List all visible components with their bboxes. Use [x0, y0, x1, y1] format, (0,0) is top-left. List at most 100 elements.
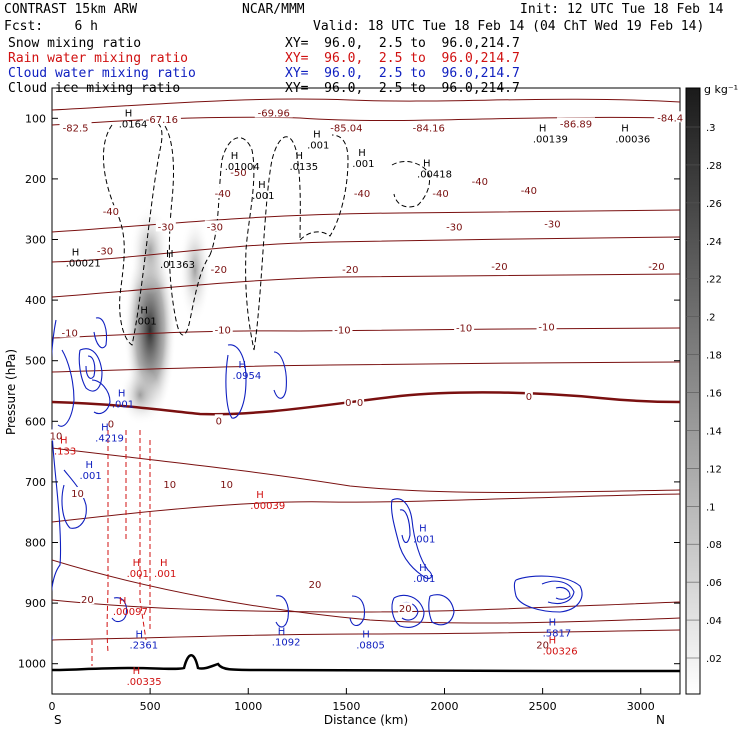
- isotherm-line: [52, 559, 680, 624]
- isotherm-label: -10: [215, 325, 231, 336]
- field-label-snow: Snow mixing ratio: [8, 36, 142, 51]
- isotherm-label-bg: [155, 220, 176, 232]
- max-value-label: .00036: [615, 135, 650, 146]
- max-marker-h: H: [258, 180, 266, 191]
- cloud-water-contour: [91, 379, 111, 415]
- max-marker-h: H: [313, 130, 321, 141]
- x-tick-label: 1500: [332, 700, 360, 713]
- isotherm-label: -40: [432, 189, 448, 200]
- colorbar-tick-label: .18: [706, 351, 722, 362]
- y-tick-label: 600: [25, 415, 46, 428]
- isotherm-label-bg: [518, 184, 539, 196]
- isotherm-label: 10: [50, 431, 63, 442]
- isotherm-label-bg: [100, 205, 121, 217]
- rain-water-contour: [106, 430, 109, 653]
- colorbar-tick-label: .06: [706, 578, 722, 589]
- isotherm-label-bg: [344, 396, 353, 408]
- colorbar-unit: g kg⁻¹: [704, 83, 738, 96]
- field-xy-rain: XY= 96.0, 2.5 to 96.0,214.7: [285, 51, 520, 66]
- isotherm-label: -82.5: [63, 124, 89, 135]
- max-marker-h: H: [419, 523, 427, 534]
- isotherm-line: [52, 236, 680, 263]
- x-axis-right-end: N: [656, 713, 665, 727]
- isotherm-label: -30: [544, 219, 560, 230]
- isotherm-label-bg: [542, 217, 563, 229]
- max-value-label: .001: [352, 159, 374, 170]
- isotherm-label: -10: [456, 324, 472, 335]
- colorbar-tick-label: .3: [706, 123, 716, 134]
- isotherm-label: -20: [211, 265, 227, 276]
- max-value-label: .0164: [119, 119, 148, 130]
- y-tick-label: 700: [25, 476, 46, 489]
- cloud-ice-contour: [253, 136, 301, 351]
- isotherm-label: 0: [345, 398, 351, 409]
- isotherm-label-bg: [212, 323, 233, 335]
- y-tick-label: 1000: [18, 658, 46, 671]
- cloud-water-contour: [275, 595, 289, 628]
- colorbar-tick-label: .28: [706, 161, 722, 172]
- max-marker-h: H: [256, 490, 264, 501]
- max-value-label: .01363: [160, 260, 195, 271]
- isotherm-label-bg: [469, 174, 490, 186]
- max-value-label: .00326: [543, 647, 578, 658]
- isotherm-label-bg: [332, 323, 353, 335]
- colorbar-tick-label: .26: [706, 199, 722, 210]
- isotherm-label-bg: [59, 121, 92, 133]
- isotherm-label-bg: [352, 187, 373, 199]
- isotherm-label-bg: [59, 326, 80, 338]
- valid-time: Valid: 18 UTC Tue 18 Feb 14 (04 ChT Wed …: [313, 19, 705, 34]
- isotherm-label: -50: [230, 168, 246, 179]
- max-value-label: .01004: [225, 162, 260, 173]
- colorbar-tick-label: .1: [706, 502, 716, 513]
- isotherm-label-bg: [212, 187, 233, 199]
- isotherm-label: -86.89: [560, 119, 592, 130]
- cloud-water-contour: [541, 580, 575, 605]
- max-marker-h: H: [101, 422, 109, 433]
- cloud-water-contour: [78, 348, 103, 392]
- cloud-water-contour: [93, 317, 108, 349]
- max-value-label: .001: [154, 569, 176, 580]
- isotherm-label: -40: [354, 189, 370, 200]
- isotherm-label: 10: [220, 480, 233, 491]
- isotherm-label-bg: [70, 487, 85, 499]
- y-tick-label: 900: [25, 597, 46, 610]
- isotherm-label-bg: [398, 602, 413, 614]
- cloud-ice-contour: [391, 161, 431, 208]
- colorbar-tick-label: .16: [706, 389, 722, 400]
- y-axis-title: Pressure (hPa): [4, 349, 18, 435]
- isotherm-label: 0: [357, 398, 363, 409]
- max-marker-h: H: [133, 666, 141, 677]
- isotherm-label-bg: [142, 113, 181, 125]
- isotherm-label: 0: [108, 419, 114, 430]
- isotherm-label-bg: [80, 593, 95, 605]
- isotherm-line: [52, 361, 680, 373]
- isotherm-label: -30: [97, 247, 113, 258]
- isotherm-label-bg: [94, 244, 115, 256]
- cloud-water-contours: [52, 317, 583, 640]
- cloud-water-contour: [349, 595, 366, 627]
- colorbar-tick-label: .04: [706, 616, 722, 627]
- isotherm-label-bg: [646, 259, 667, 271]
- max-marker-h: H: [85, 460, 93, 471]
- max-marker-h: H: [539, 124, 547, 135]
- max-value-label: .001: [307, 141, 329, 152]
- isotherm-line: [52, 327, 680, 339]
- isotherm-line: [52, 629, 680, 641]
- max-value-label: .00418: [417, 170, 452, 181]
- cloud-water-contour: [390, 498, 433, 579]
- max-value-label: .001: [413, 534, 435, 545]
- cloud-water-contour: [52, 319, 62, 640]
- y-tick-label: 400: [25, 294, 46, 307]
- field-label-cloudwater: Cloud water mixing ratio: [8, 66, 196, 81]
- max-marker-h: H: [125, 108, 133, 119]
- max-value-label: .00335: [127, 677, 162, 688]
- max-marker-h: H: [295, 151, 303, 162]
- isotherm-label-bg: [307, 577, 322, 589]
- colorbar-tick-label: .12: [706, 464, 722, 475]
- isotherm-label: 20: [81, 595, 94, 606]
- isotherm-label-bg: [254, 106, 293, 118]
- isotherm-label-bg: [409, 121, 448, 133]
- max-value-label: .0805: [356, 641, 385, 652]
- isotherm-lines: [52, 98, 680, 641]
